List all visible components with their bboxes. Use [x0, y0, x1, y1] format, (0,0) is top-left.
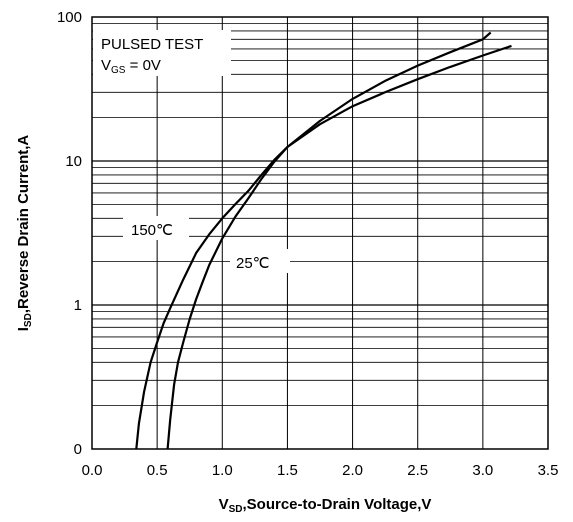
y-axis-title: ISD,Reverse Drain Current,A — [15, 135, 34, 332]
y-tick-label: 0 — [74, 441, 82, 458]
x-tick-label: 0.5 — [147, 462, 168, 479]
grid — [92, 17, 548, 449]
tick-labels: 0.0 0.5 1.0 1.5 2.0 2.5 3.0 3.5 0 1 10 100 — [57, 9, 558, 479]
annotation-line1: PULSED TEST — [101, 36, 203, 53]
annotation-line2: VGS = 0V — [101, 57, 161, 76]
x-tick-label: 3.5 — [538, 462, 559, 479]
series-line-150c — [135, 44, 512, 450]
x-tick-label: 1.5 — [277, 462, 298, 479]
curve-label-150: 150℃ — [131, 222, 173, 239]
x-tick-label: 3.0 — [472, 462, 493, 479]
curves — [135, 31, 512, 450]
x-tick-label: 0.0 — [82, 462, 103, 479]
curve-label-25-bg — [230, 249, 290, 273]
x-tick-label: 1.0 — [212, 462, 233, 479]
annotation-box — [93, 30, 231, 76]
y-tick-label: 100 — [57, 9, 82, 26]
y-tick-label: 10 — [65, 153, 82, 170]
series-line-25c — [166, 31, 492, 450]
x-tick-label: 2.5 — [407, 462, 428, 479]
x-axis-title: VSD,Source-to-Drain Voltage,V — [219, 496, 432, 515]
curve-label-150-bg — [123, 216, 189, 240]
y-tick-label: 1 — [74, 297, 82, 314]
x-tick-label: 2.0 — [342, 462, 363, 479]
plot-frame — [91, 16, 549, 450]
curve-label-25: 25℃ — [236, 255, 270, 272]
